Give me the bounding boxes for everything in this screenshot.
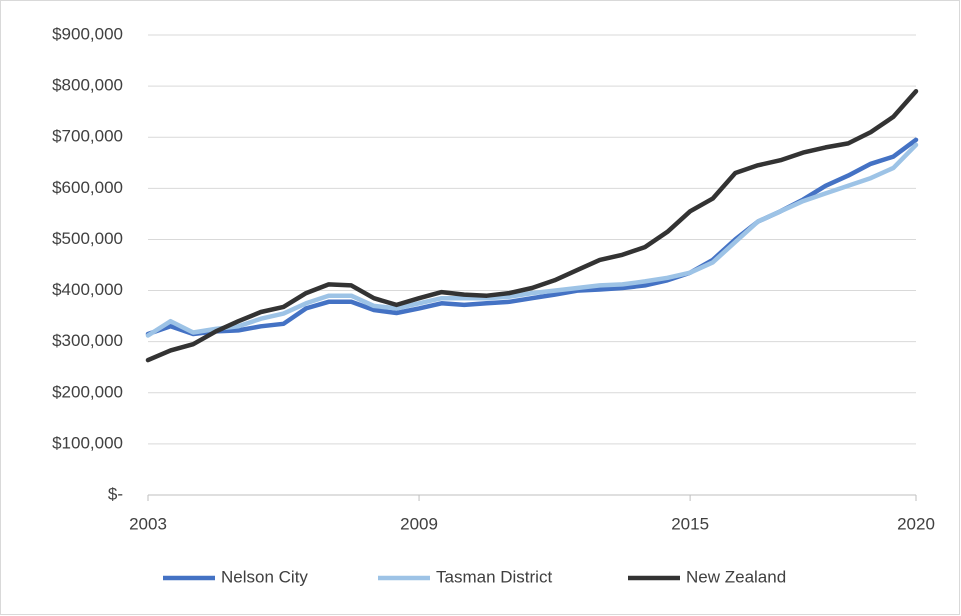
legend-label: New Zealand xyxy=(686,567,786,586)
y-tick-label: $200,000 xyxy=(52,382,123,401)
y-tick-label: $900,000 xyxy=(52,24,123,43)
y-tick-label: $300,000 xyxy=(52,331,123,350)
x-tick-label: 2020 xyxy=(897,514,935,533)
y-tick-label: $400,000 xyxy=(52,280,123,299)
legend-label: Tasman District xyxy=(436,567,552,586)
x-tick-label: 2003 xyxy=(129,514,167,533)
y-tick-label: $100,000 xyxy=(52,433,123,452)
y-tick-label: $- xyxy=(108,484,123,503)
y-tick-label: $800,000 xyxy=(52,76,123,95)
legend-label: Nelson City xyxy=(221,567,308,586)
series-line xyxy=(145,88,919,363)
x-tick-label: 2009 xyxy=(400,514,438,533)
y-tick-label: $600,000 xyxy=(52,178,123,197)
x-tick-label: 2015 xyxy=(671,514,709,533)
series-line xyxy=(145,142,919,338)
y-tick-label: $700,000 xyxy=(52,127,123,146)
y-tick-label: $500,000 xyxy=(52,229,123,248)
